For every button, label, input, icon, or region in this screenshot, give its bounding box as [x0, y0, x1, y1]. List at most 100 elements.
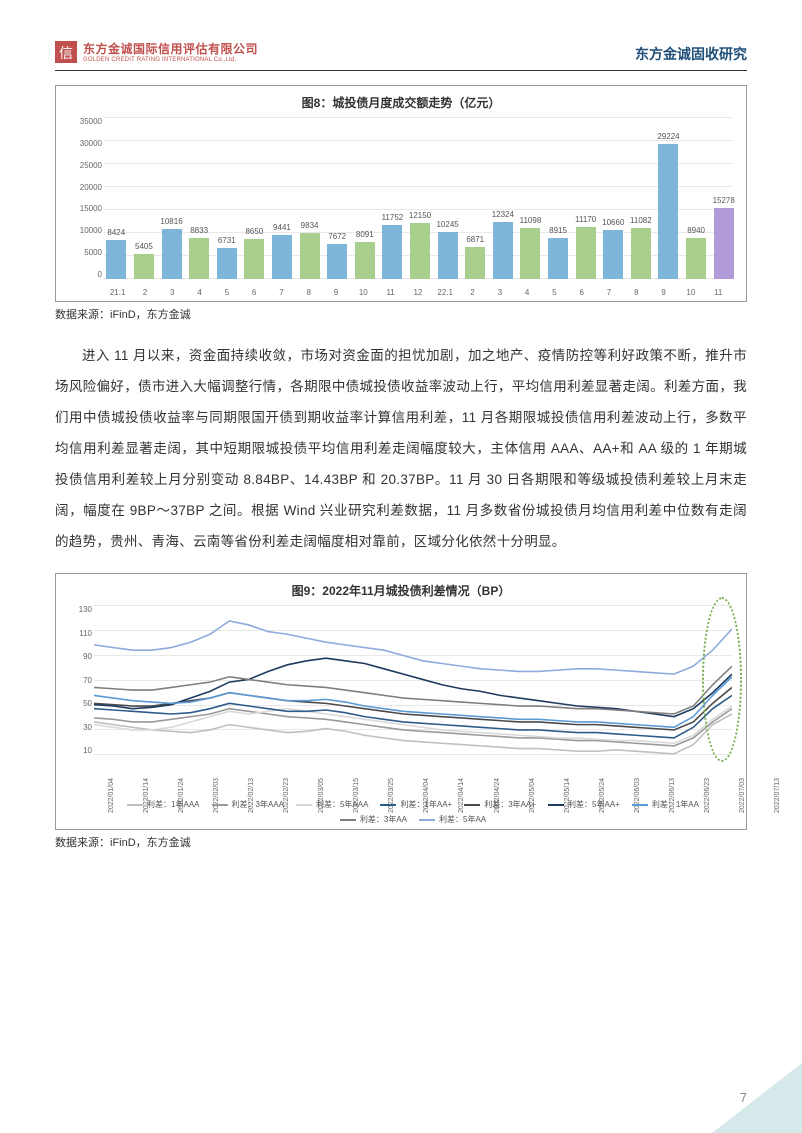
bar-group: 11082 — [629, 228, 654, 279]
bar: 8650 — [244, 239, 264, 279]
chart9-y-axis: 1301109070503010 — [66, 605, 92, 755]
bar-value-label: 8650 — [245, 227, 263, 236]
bar-group: 7672 — [325, 244, 350, 280]
chart9-container: 图9：2022年11月城投债利差情况（BP） 1301109070503010 … — [55, 573, 747, 830]
bar-value-label: 9834 — [301, 221, 319, 230]
bar-value-label: 11752 — [382, 213, 404, 222]
bar-value-label: 6871 — [466, 235, 484, 244]
chart9-source: 数据来源：iFinD，东方金诚 — [55, 834, 747, 850]
bar: 12324 — [493, 222, 513, 279]
chart8-x-axis: 21.12345678910111222.1234567891011 — [104, 288, 732, 297]
chart8-y-axis: 35000300002500020000150001000050000 — [66, 117, 102, 279]
chart9-svg — [94, 605, 732, 765]
bar-group: 9441 — [270, 235, 295, 279]
bar-group: 6871 — [463, 247, 488, 279]
bar-group: 8833 — [187, 238, 212, 279]
bar-group: 8650 — [242, 239, 267, 279]
chart9-line-chart: 1301109070503010 2022/01/042022/01/14202… — [66, 605, 736, 825]
bar: 12150 — [410, 223, 430, 279]
header-right-title: 东方金诚固收研究 — [635, 44, 747, 64]
bar: 7672 — [327, 244, 347, 280]
bar: 8940 — [686, 238, 706, 279]
chart8-title: 图8：城投债月度成交额走势（亿元） — [66, 94, 736, 111]
bar-group: 6731 — [214, 248, 239, 279]
legend-item: 利差：5年AAA — [296, 799, 368, 810]
bar-value-label: 12324 — [492, 210, 514, 219]
bar-value-label: 8833 — [190, 226, 208, 235]
line-series — [94, 714, 732, 754]
legend-item: 利差：1年AA — [632, 799, 699, 810]
x-tick-label: 5 — [213, 288, 240, 297]
bar-value-label: 8915 — [549, 226, 567, 235]
bar-group: 12150 — [408, 223, 433, 279]
bar-value-label: 10245 — [436, 220, 458, 229]
bar-group: 10660 — [601, 230, 626, 279]
bar-group: 9834 — [297, 233, 322, 279]
bar: 5405 — [134, 254, 154, 279]
bar-value-label: 8091 — [356, 230, 374, 239]
bar: 11082 — [631, 228, 651, 279]
legend-item: 利差：1年AA+ — [380, 799, 452, 810]
company-name-cn: 东方金诚国际信用评估有限公司 — [83, 40, 258, 57]
bar-value-label: 12150 — [409, 211, 431, 220]
x-tick-label: 6 — [568, 288, 595, 297]
bar-group: 11170 — [573, 227, 598, 279]
bar-value-label: 11170 — [575, 215, 596, 224]
bar-group: 8940 — [684, 238, 709, 279]
bar-group: 15278 — [711, 208, 736, 279]
x-tick-label: 8 — [295, 288, 322, 297]
legend-item: 利差：3年AAA — [212, 799, 284, 810]
bar: 8915 — [548, 238, 568, 279]
bar: 9441 — [272, 235, 292, 279]
x-tick-label: 10 — [350, 288, 377, 297]
bar: 10245 — [438, 232, 458, 279]
bar: 11098 — [520, 228, 540, 279]
logo-icon — [55, 41, 77, 63]
bar: 11170 — [576, 227, 596, 279]
bar: 11752 — [382, 225, 402, 279]
x-tick-label: 9 — [322, 288, 349, 297]
legend-item: 利差：3年AA+ — [464, 799, 536, 810]
chart9-legend: 利差：1年AAA 利差：3年AAA 利差：5年AAA 利差：1年AA+ 利差：3年AA+… — [94, 799, 732, 825]
body-paragraph-1: 进入 11 月以来，资金面持续收敛，市场对资金面的担忧加剧，加之地产、疫情防控等… — [55, 340, 747, 557]
bar: 6731 — [217, 248, 237, 279]
x-tick-label: 12 — [404, 288, 431, 297]
x-tick-label: 22.1 — [432, 288, 459, 297]
bar-value-label: 8940 — [687, 226, 705, 235]
legend-item: 利差：5年AA — [419, 814, 486, 825]
bar-group: 8915 — [546, 238, 571, 279]
line-series — [94, 666, 732, 714]
bar: 8424 — [106, 240, 126, 279]
page-number: 7 — [740, 1090, 747, 1105]
x-tick-label: 7 — [595, 288, 622, 297]
bar: 9834 — [300, 233, 320, 279]
legend-item: 利差：1年AAA — [127, 799, 199, 810]
bar-group: 11098 — [518, 228, 543, 279]
x-tick-label: 11 — [377, 288, 404, 297]
x-tick-label: 21.1 — [104, 288, 131, 297]
bar-value-label: 5405 — [135, 242, 153, 251]
bar: 29224 — [658, 144, 678, 279]
bar: 8833 — [189, 238, 209, 279]
line-series — [94, 688, 732, 731]
bar-group: 5405 — [132, 254, 157, 279]
bar: 6871 — [465, 247, 485, 279]
bar: 8091 — [355, 242, 375, 279]
line-series — [94, 658, 732, 716]
bar: 15278 — [714, 208, 734, 279]
chart8-bar-chart: 35000300002500020000150001000050000 21.1… — [66, 117, 736, 297]
x-tick-label: 4 — [513, 288, 540, 297]
x-tick-label: 3 — [486, 288, 513, 297]
bar-value-label: 15278 — [713, 196, 735, 205]
bar-group: 8091 — [352, 242, 377, 279]
page-corner-decoration — [712, 1063, 802, 1133]
x-tick-label: 2 — [131, 288, 158, 297]
chart9-title: 图9：2022年11月城投债利差情况（BP） — [66, 582, 736, 599]
legend-item: 利差：3年AA — [340, 814, 407, 825]
bar-value-label: 11098 — [520, 216, 542, 225]
bar-group: 11752 — [380, 225, 405, 279]
x-tick-label: 5 — [541, 288, 568, 297]
chart8-source: 数据来源：iFinD，东方金诚 — [55, 306, 747, 322]
chart8-container: 图8：城投债月度成交额走势（亿元） 3500030000250002000015… — [55, 85, 747, 302]
legend-item: 利差：5年AA+ — [548, 799, 620, 810]
